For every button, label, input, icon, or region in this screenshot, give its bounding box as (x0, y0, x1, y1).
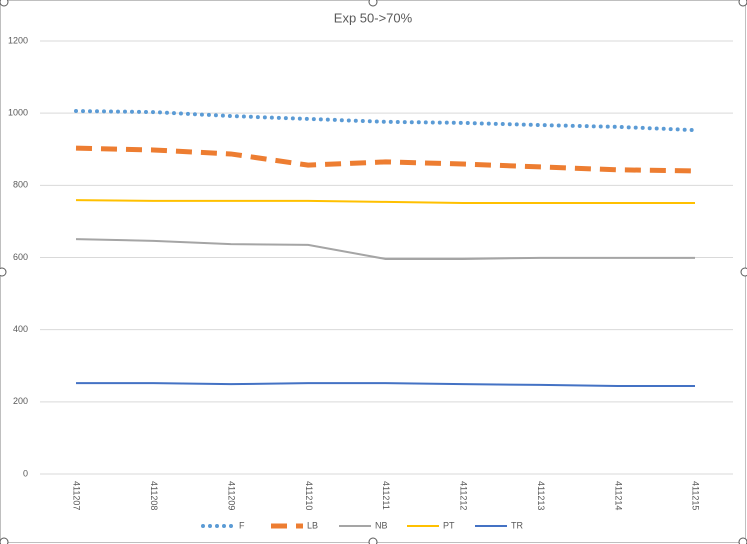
legend-label: LB (307, 520, 318, 530)
handle[interactable] (0, 267, 7, 277)
handle[interactable] (738, 0, 747, 7)
x-tick-label: 411215 (691, 481, 701, 510)
legend-label: F (239, 520, 245, 530)
y-tick-label: 1000 (8, 108, 28, 118)
y-tick-label: 400 (13, 324, 28, 334)
handle[interactable] (0, 0, 9, 7)
x-tick-label: 411210 (304, 481, 314, 510)
x-tick-label: 411211 (381, 481, 391, 510)
handle[interactable] (0, 537, 9, 544)
y-tick-label: 1200 (8, 35, 28, 45)
y-tick-label: 800 (13, 180, 28, 190)
x-tick-label: 411208 (149, 481, 159, 510)
x-tick-label: 411209 (226, 481, 236, 510)
handle[interactable] (738, 537, 747, 544)
legend-label: PT (443, 520, 455, 530)
handle[interactable] (368, 537, 378, 544)
chart-title: Exp 50->70% (334, 10, 413, 25)
x-tick-label: 411213 (536, 481, 546, 510)
x-tick-label: 411212 (459, 481, 469, 510)
series-line (76, 382, 695, 387)
series-line (75, 238, 695, 260)
legend-label: TR (511, 520, 523, 530)
handle[interactable] (368, 0, 378, 7)
handle[interactable] (740, 267, 747, 277)
y-tick-label: 600 (13, 252, 28, 262)
series-line (75, 145, 696, 174)
y-tick-label: 200 (13, 396, 28, 406)
legend-label: NB (375, 520, 388, 530)
y-tick-label: 0 (23, 468, 28, 478)
x-tick-label: 411207 (72, 481, 82, 510)
series-line (74, 109, 697, 133)
series-line (75, 199, 695, 205)
x-tick-label: 411214 (613, 481, 623, 510)
